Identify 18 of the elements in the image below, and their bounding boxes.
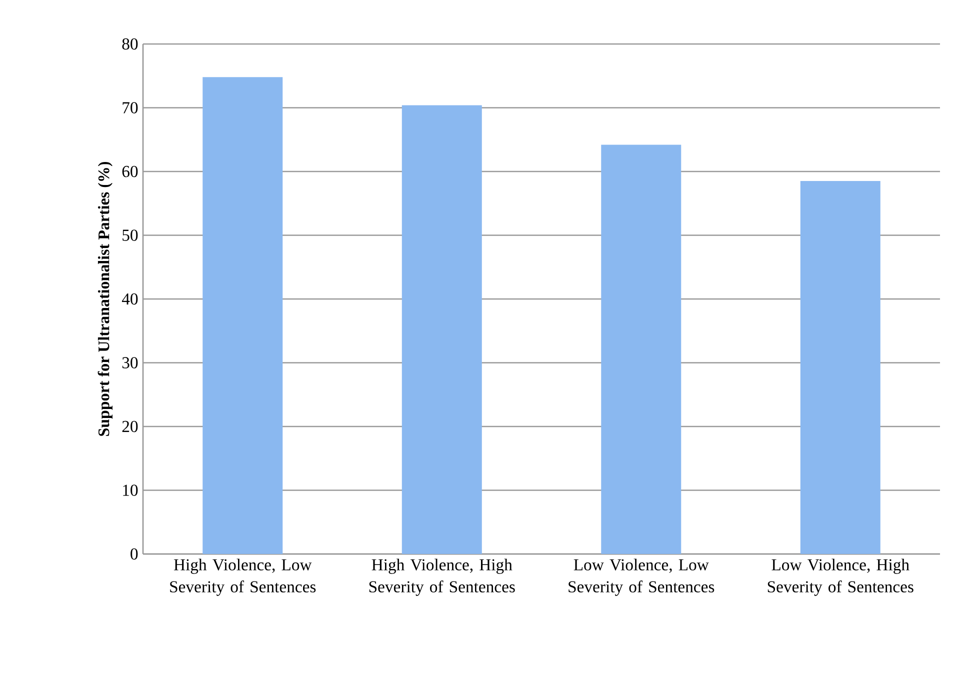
y-tick-label: 60 <box>122 166 138 178</box>
y-tick-label: 80 <box>122 38 138 50</box>
y-tick-label: 50 <box>122 230 138 241</box>
bar <box>202 77 283 554</box>
bar <box>402 105 482 554</box>
y-tick-label: 20 <box>122 420 138 432</box>
x-tick-label: High Violence, Low Severity of Sentences <box>170 558 316 596</box>
bar <box>601 144 682 554</box>
y-tick-label: 0 <box>130 548 138 560</box>
y-tick-label: 70 <box>122 102 138 114</box>
y-axis-title: Support for Ultranationalist Parties (%) <box>98 162 112 436</box>
y-tick-label: 40 <box>122 293 138 305</box>
x-tick-label: Low Violence, High Severity of Sentences <box>768 558 914 596</box>
y-tick-label: 30 <box>122 357 138 368</box>
bar <box>800 181 880 554</box>
x-tick-label: Low Violence, Low Severity of Sentences <box>568 558 714 596</box>
x-tick-label: High Violence, High Severity of Sentences <box>369 558 515 596</box>
y-tick-label: 10 <box>123 484 138 496</box>
